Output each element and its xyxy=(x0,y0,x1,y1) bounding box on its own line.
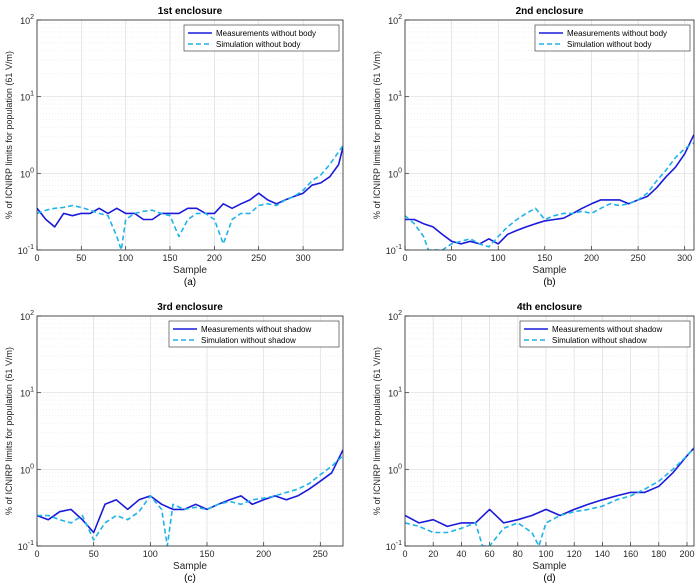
legend-box xyxy=(183,24,340,52)
legend: Measurements without shadow Simulation wi… xyxy=(168,320,340,348)
panel-caption: (c) xyxy=(184,573,196,584)
x-axis-label: Sample xyxy=(173,265,207,276)
legend: Measurements without shadow Simulation wi… xyxy=(519,320,691,348)
x-tick-label: 100 xyxy=(491,253,506,263)
legend: Measurements without body Simulation with… xyxy=(183,24,340,52)
chart-title: 4th enclosure xyxy=(517,302,582,313)
legend-label: Simulation without shadow xyxy=(552,336,647,345)
y-tick-label: 102 xyxy=(388,310,402,322)
x-tick-label: 60 xyxy=(485,549,495,559)
chart-title: 2nd enclosure xyxy=(516,6,584,17)
x-tick-label: 140 xyxy=(595,549,610,559)
y-tick-label: 100 xyxy=(388,463,402,475)
panel-caption: (b) xyxy=(543,277,555,288)
x-axis-label: Sample xyxy=(533,265,567,276)
plot-area xyxy=(405,20,694,250)
x-tick-label: 50 xyxy=(76,253,86,263)
y-axis-label: % of ICNIRP limits for population (61 V/… xyxy=(4,51,14,219)
x-tick-label: 20 xyxy=(428,549,438,559)
y-tick-label: 100 xyxy=(20,167,34,179)
legend-label: Measurements without body xyxy=(567,29,667,38)
x-tick-label: 250 xyxy=(313,549,328,559)
x-tick-label: 50 xyxy=(447,253,457,263)
x-tick-label: 50 xyxy=(89,549,99,559)
y-tick-label: 101 xyxy=(388,91,402,103)
legend-label: Measurements without body xyxy=(216,29,316,38)
y-tick-label: 10-1 xyxy=(386,540,402,552)
panel-caption: (a) xyxy=(184,277,196,288)
x-tick-label: 300 xyxy=(677,253,692,263)
y-axis-label: % of ICNIRP limits for population (61 V/… xyxy=(372,347,382,515)
x-tick-label: 150 xyxy=(537,253,552,263)
legend-label: Measurements without shadow xyxy=(201,325,312,334)
x-tick-label: 150 xyxy=(199,549,214,559)
y-axis-label: % of ICNIRP limits for population (61 V/… xyxy=(4,347,14,515)
axes-frame xyxy=(404,315,695,547)
legend-box xyxy=(534,24,691,52)
plot-area xyxy=(405,316,694,546)
x-tick-label: 0 xyxy=(34,253,39,263)
chart-title: 3rd enclosure xyxy=(157,302,223,313)
y-tick-label: 100 xyxy=(20,463,34,475)
y-tick-label: 101 xyxy=(20,91,34,103)
x-tick-label: 200 xyxy=(584,253,599,263)
x-tick-label: 0 xyxy=(402,253,407,263)
simulated-series-line xyxy=(405,447,694,546)
y-axis-label: % of ICNIRP limits for population (61 V/… xyxy=(372,51,382,219)
chart-panel-1: 10-1 100 101 102 0 50 100 150 200 250 300 1st enclo… xyxy=(4,6,344,288)
y-tick-label: 101 xyxy=(388,387,402,399)
x-tick-label: 250 xyxy=(631,253,646,263)
y-tick-label: 10-1 xyxy=(18,540,34,552)
measured-series-line xyxy=(37,146,343,228)
axes-frame xyxy=(404,19,695,251)
simulated-series-line xyxy=(405,142,694,250)
x-tick-label: 80 xyxy=(513,549,523,559)
chart-title: 1st enclosure xyxy=(158,6,223,17)
y-tick-label: 101 xyxy=(20,387,34,399)
x-tick-label: 200 xyxy=(256,549,271,559)
x-axis-label: Sample xyxy=(533,561,567,572)
measured-series-line xyxy=(405,447,694,528)
legend-label: Measurements without shadow xyxy=(552,325,663,334)
chart-panel-4: 10-1 100 101 102 0 20 40 60 80 100 120 140 160 180 200… xyxy=(372,302,695,584)
x-tick-label: 180 xyxy=(651,549,666,559)
x-tick-label: 100 xyxy=(538,549,553,559)
x-tick-label: 0 xyxy=(402,549,407,559)
legend-box xyxy=(519,320,691,348)
x-tick-label: 150 xyxy=(162,253,177,263)
x-tick-label: 160 xyxy=(623,549,638,559)
y-tick-label: 102 xyxy=(20,310,34,322)
y-tick-label: 102 xyxy=(20,14,34,26)
x-tick-label: 300 xyxy=(296,253,311,263)
plot-area xyxy=(37,20,343,250)
x-tick-label: 200 xyxy=(679,549,694,559)
panel-caption: (d) xyxy=(543,573,555,584)
y-tick-label: 102 xyxy=(388,14,402,26)
x-tick-label: 100 xyxy=(118,253,133,263)
legend-label: Simulation without shadow xyxy=(201,336,296,345)
legend-label: Simulation without body xyxy=(216,40,301,49)
legend-box xyxy=(168,320,340,348)
x-tick-label: 0 xyxy=(34,549,39,559)
x-axis-label: Sample xyxy=(173,561,207,572)
axes-frame xyxy=(36,19,344,251)
axes-frame xyxy=(36,315,344,547)
y-tick-label: 100 xyxy=(388,167,402,179)
simulated-series-line xyxy=(37,455,343,546)
x-tick-label: 100 xyxy=(143,549,158,559)
x-tick-label: 200 xyxy=(207,253,222,263)
y-tick-label: 10-1 xyxy=(18,244,34,256)
plot-area xyxy=(37,316,343,546)
chart-panel-2: 10-1 100 101 102 0 50 100 150 200 250 300 2nd enclo… xyxy=(372,6,695,288)
x-tick-label: 250 xyxy=(251,253,266,263)
x-tick-label: 40 xyxy=(456,549,466,559)
legend-label: Simulation without body xyxy=(567,40,652,49)
x-tick-label: 120 xyxy=(567,549,582,559)
measured-series-line xyxy=(405,134,694,245)
legend: Measurements without body Simulation with… xyxy=(534,24,691,52)
chart-panel-3: 10-1 100 101 102 0 50 100 150 200 250 3rd enclosur… xyxy=(4,302,344,584)
y-tick-label: 10-1 xyxy=(386,244,402,256)
